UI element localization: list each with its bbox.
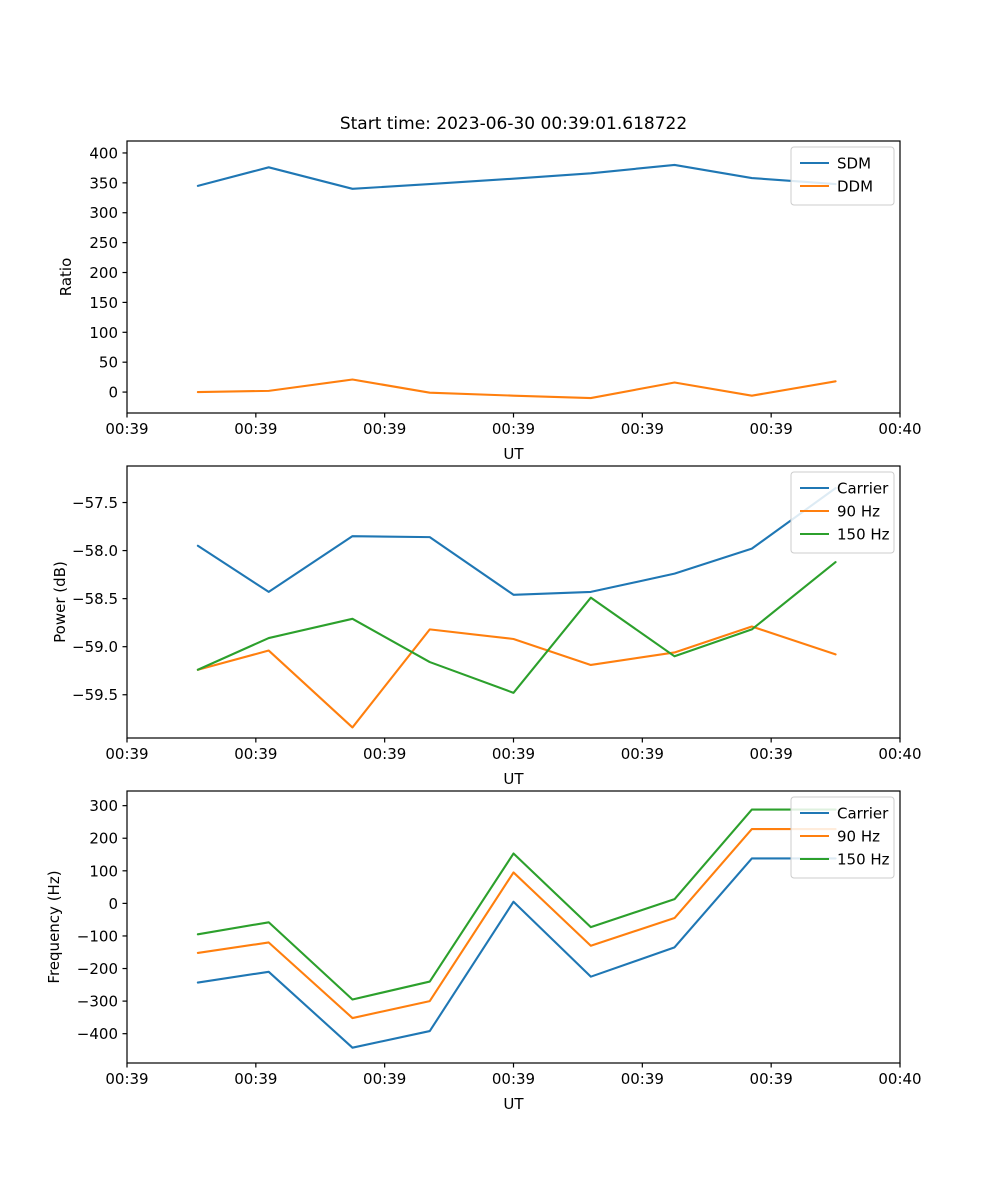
- ytick-label: 200: [89, 830, 118, 848]
- ytick-label: 300: [89, 797, 118, 815]
- legend-power-panel: Carrier 90 Hz 150 Hz: [790, 471, 895, 554]
- x-axis-label: UT: [503, 1095, 524, 1113]
- axes-power-panel: 00:39 00:39 00:39 00:39 00:39 00:39 00:40 −59.5…: [51, 465, 922, 788]
- axes-frame: [126, 465, 901, 739]
- legend-frame: [790, 146, 895, 206]
- xtick-label: 00:39: [363, 745, 406, 763]
- axes-frequency-panel: 00:39 00:39 00:39 00:39 00:39 00:39 00:40 −400 −…: [45, 790, 922, 1113]
- legend-label-150-hz: 150 Hz: [837, 851, 890, 869]
- series-line-90-hz: [196, 625, 837, 729]
- xtick-label: 00:39: [621, 745, 664, 763]
- series-line-ddm: [196, 378, 837, 400]
- xtick-label: 00:39: [363, 1070, 406, 1088]
- xtick-label: 00:40: [878, 420, 921, 438]
- series-line-carrier: [196, 857, 837, 1049]
- xtick-label: 00:39: [492, 420, 535, 438]
- series-line-90-hz: [196, 828, 837, 1020]
- xtick-label: 00:39: [750, 420, 793, 438]
- legend-label-sdm: SDM: [837, 155, 871, 173]
- ytick-label: −100: [77, 927, 118, 945]
- series-line-sdm: [196, 163, 837, 190]
- xtick-label: 00:39: [234, 1070, 277, 1088]
- ytick-label: 300: [89, 204, 118, 222]
- plot-title: Start time: 2023-06-30 00:39:01.618722: [340, 114, 687, 134]
- axes-ratio-panel: 00:39 00:39 00:39 00:39 00:39 00:39 00:40 0 50 10…: [57, 114, 922, 463]
- xtick-label: 00:39: [492, 745, 535, 763]
- ytick-label: −57.5: [72, 494, 118, 512]
- xtick-label: 00:39: [750, 745, 793, 763]
- ytick-label: 50: [99, 354, 118, 372]
- ytick-label: 100: [89, 324, 118, 342]
- xtick-label: 00:39: [234, 745, 277, 763]
- legend-label-ddm: DDM: [837, 178, 873, 196]
- ytick-label: 400: [89, 144, 118, 162]
- xtick-label: 00:39: [105, 745, 148, 763]
- axes-frame: [126, 140, 901, 414]
- legend-label-carrier: Carrier: [837, 805, 889, 823]
- xtick-label: 00:40: [878, 745, 921, 763]
- ytick-label: −200: [77, 960, 118, 978]
- xtick-label: 00:39: [621, 1070, 664, 1088]
- ytick-label: 250: [89, 234, 118, 252]
- ytick-label: −59.5: [72, 686, 118, 704]
- xtick-label: 00:39: [621, 420, 664, 438]
- legend-frame: [790, 471, 895, 554]
- ytick-label: 0: [108, 384, 118, 402]
- ytick-label: 350: [89, 174, 118, 192]
- xtick-label: 00:39: [750, 1070, 793, 1088]
- legend-frequency-panel: Carrier 90 Hz 150 Hz: [790, 796, 895, 879]
- xtick-label: 00:39: [363, 420, 406, 438]
- ytick-label: −58.0: [72, 542, 118, 560]
- xtick-label: 00:39: [105, 1070, 148, 1088]
- legend-label-carrier: Carrier: [837, 480, 889, 498]
- legend-label-90-hz: 90 Hz: [837, 828, 880, 846]
- xtick-label: 00:39: [492, 1070, 535, 1088]
- ytick-label: −300: [77, 993, 118, 1011]
- xtick-label: 00:39: [105, 420, 148, 438]
- y-axis-label: Frequency (Hz): [45, 870, 63, 983]
- legend-label-90-hz: 90 Hz: [837, 503, 880, 521]
- ytick-label: 200: [89, 264, 118, 282]
- x-axis-label: UT: [503, 445, 524, 463]
- ytick-label: 0: [108, 895, 118, 913]
- x-axis-label: UT: [503, 770, 524, 788]
- series-line-carrier: [196, 487, 837, 596]
- xtick-label: 00:39: [234, 420, 277, 438]
- legend-ratio-panel: SDM DDM: [790, 146, 895, 206]
- y-axis-label: Power (dB): [51, 561, 69, 643]
- ytick-label: −58.5: [72, 590, 118, 608]
- series-line-150-hz: [196, 561, 837, 694]
- y-axis-label: Ratio: [57, 258, 75, 297]
- legend-frame: [790, 796, 895, 879]
- ytick-label: 100: [89, 862, 118, 880]
- ytick-label: −59.0: [72, 638, 118, 656]
- legend-label-150-hz: 150 Hz: [837, 526, 890, 544]
- ytick-label: −400: [77, 1025, 118, 1043]
- xtick-label: 00:40: [878, 1070, 921, 1088]
- series-line-150-hz: [196, 808, 837, 1001]
- ytick-label: 150: [89, 294, 118, 312]
